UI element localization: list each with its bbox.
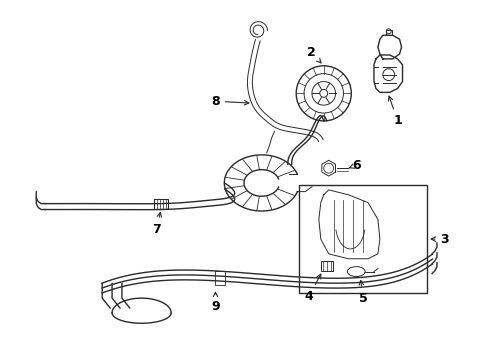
Text: 3: 3	[430, 233, 448, 246]
Text: 8: 8	[211, 95, 248, 108]
Circle shape	[323, 163, 333, 173]
Bar	[320, 261, 332, 271]
Text: 5: 5	[358, 280, 367, 305]
Circle shape	[382, 69, 394, 81]
Circle shape	[296, 66, 350, 121]
Circle shape	[386, 29, 390, 34]
Circle shape	[304, 74, 343, 113]
Text: 6: 6	[348, 159, 360, 172]
Ellipse shape	[346, 267, 365, 276]
Circle shape	[319, 89, 327, 97]
Text: 4: 4	[304, 274, 320, 303]
Bar	[154, 199, 168, 208]
Text: 7: 7	[152, 212, 161, 236]
Circle shape	[311, 82, 335, 105]
Text: 9: 9	[211, 292, 219, 312]
Text: 2: 2	[306, 45, 320, 63]
Text: 1: 1	[387, 96, 401, 127]
Bar	[299, 185, 426, 293]
Bar	[215, 271, 225, 285]
